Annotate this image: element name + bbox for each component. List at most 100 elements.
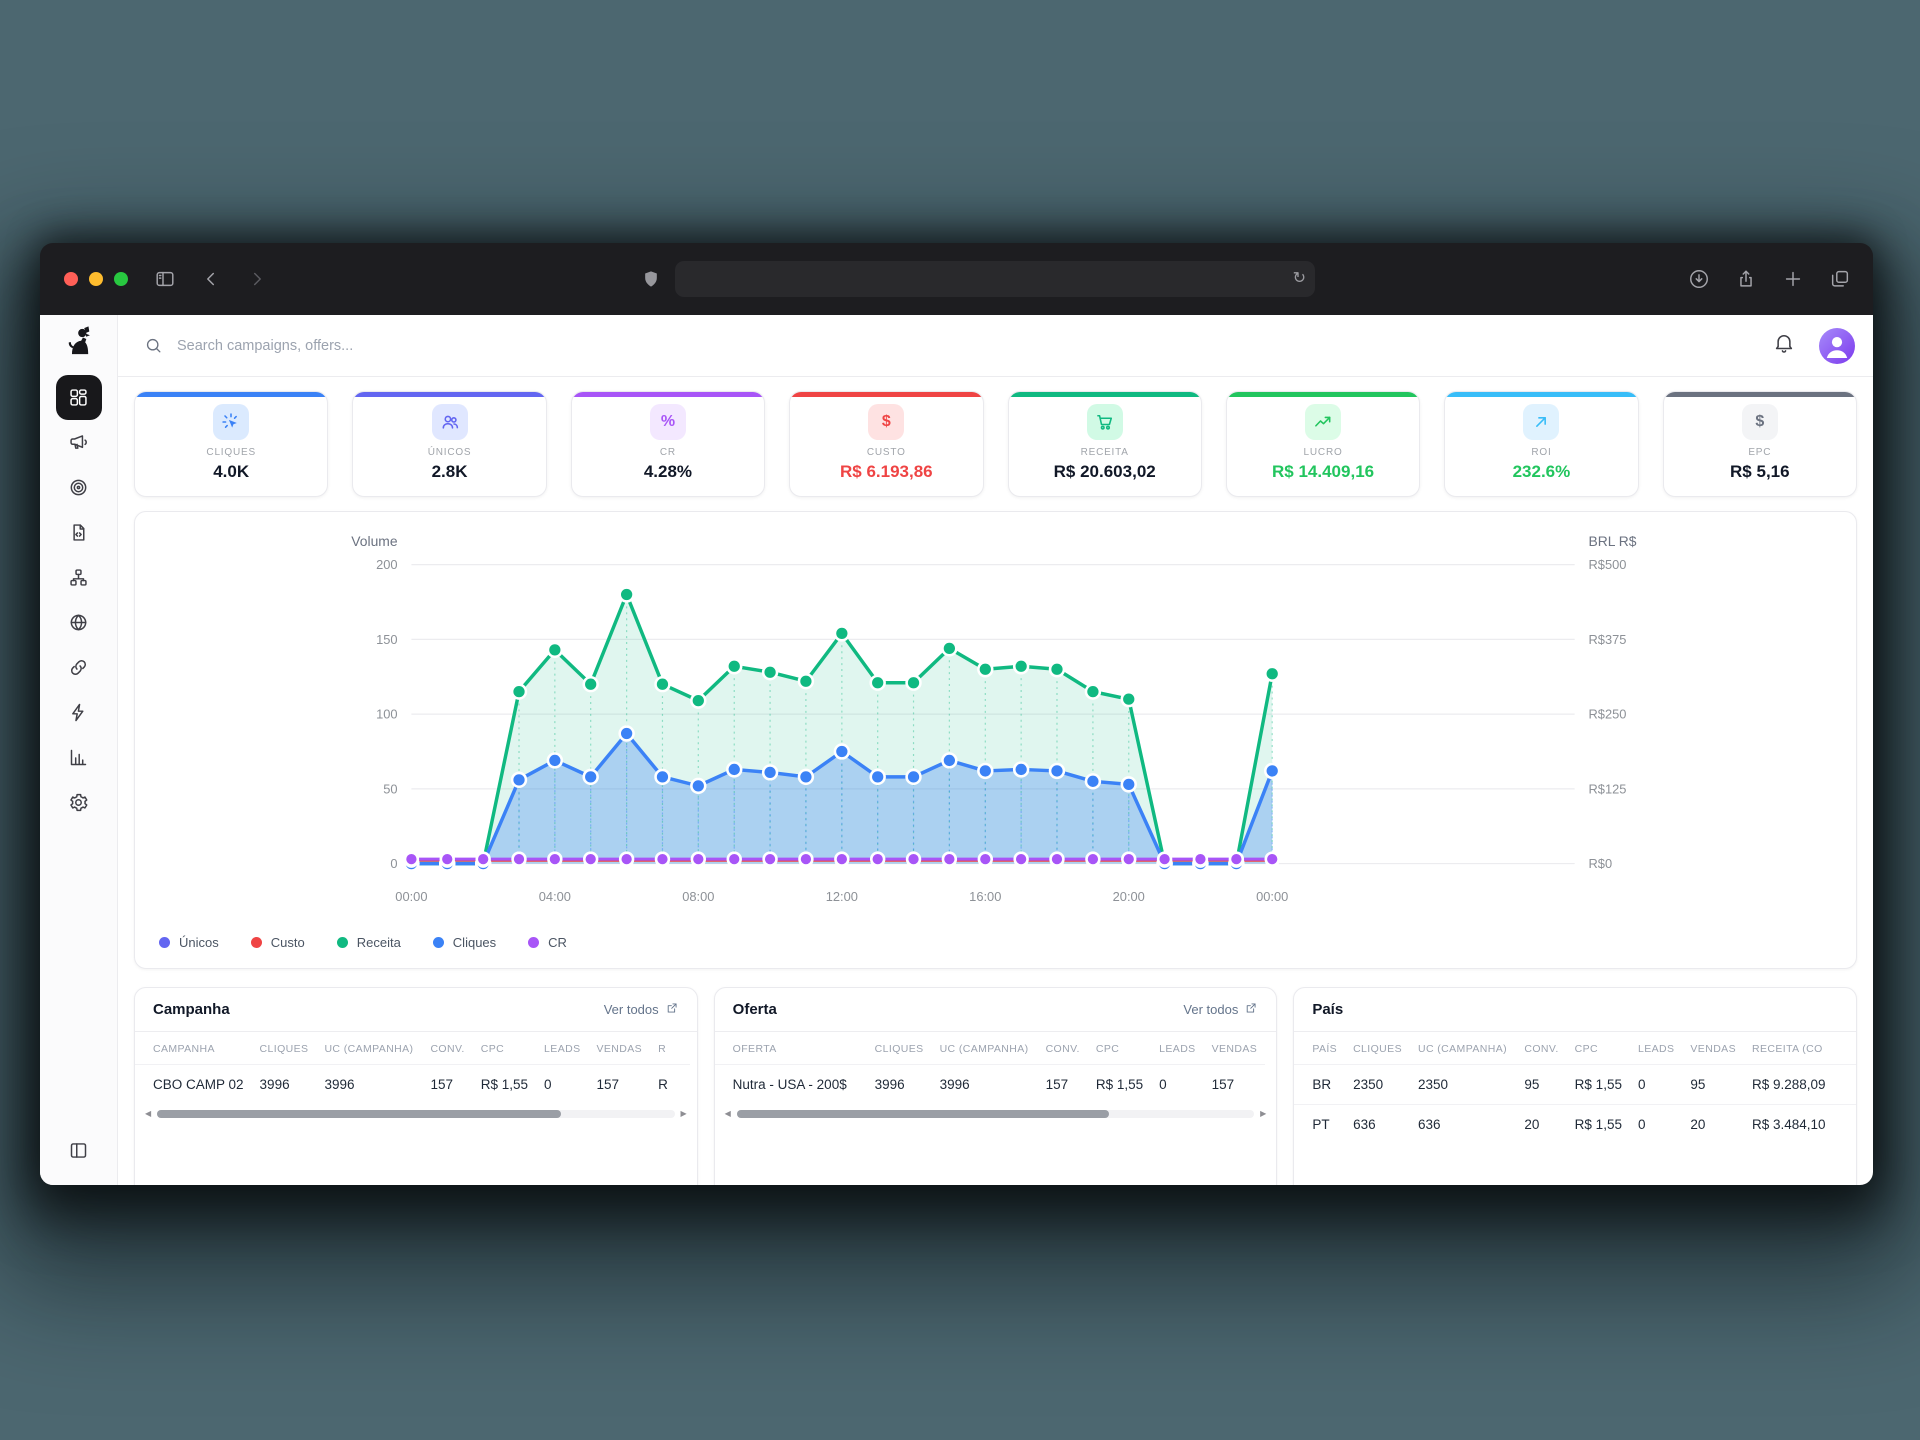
column-header: CONV.	[430, 1043, 465, 1055]
scrollbar-track[interactable]	[157, 1110, 675, 1118]
kpi-label: LUCRO	[1303, 447, 1343, 458]
kpi-card-cliques: CLIQUES 4.0K	[134, 391, 329, 497]
svg-text:150: 150	[376, 632, 397, 647]
chart-legend: Únicos Custo Receita Cliques CR	[155, 927, 1836, 960]
table-cell: 3996	[866, 1064, 932, 1104]
kpi-label: EPC	[1748, 447, 1772, 458]
column-header: CONV.	[1524, 1043, 1559, 1055]
table-cell: 3996	[251, 1064, 317, 1104]
kpi-accent-bar	[1008, 392, 1201, 397]
tab-overview-icon[interactable]	[1829, 268, 1851, 290]
scrollbar-track[interactable]	[736, 1110, 1255, 1118]
kpi-label: RECEITA	[1080, 447, 1129, 458]
svg-text:0: 0	[390, 856, 397, 871]
scroll-right-arrow[interactable]: ▶	[1260, 1109, 1267, 1118]
kpi-value: 2.8K	[431, 462, 468, 481]
forward-button[interactable]	[246, 268, 268, 290]
zoom-button[interactable]	[114, 272, 128, 286]
table-row[interactable]: BR 2350 2350 95 R$ 1,55 0 95 R$ 9.288,09	[1294, 1064, 1856, 1105]
new-tab-icon[interactable]	[1782, 268, 1804, 290]
sidebar-item-campaigns[interactable]	[56, 420, 102, 465]
column-header: CLIQUES	[259, 1043, 309, 1055]
legend-item-cr[interactable]: CR	[528, 935, 567, 950]
reload-icon[interactable]: ↻	[1292, 270, 1306, 287]
table-cell: 3996	[931, 1064, 1038, 1104]
table-row[interactable]: Nutra - USA - 200$ 3996 3996 157 R$ 1,55 0 157	[714, 1064, 1266, 1104]
address-bar[interactable]: ↻	[675, 261, 1315, 297]
sidebar-item-automations[interactable]	[56, 690, 102, 735]
minimize-button[interactable]	[89, 272, 103, 286]
scrollbar-thumb[interactable]	[736, 1110, 1110, 1118]
notifications-bell-icon[interactable]	[1773, 332, 1795, 359]
column-header: VENDAS	[1211, 1043, 1258, 1055]
user-avatar[interactable]	[1819, 327, 1855, 364]
sidebar-nav	[55, 375, 102, 825]
sidebar-item-targets[interactable]	[56, 465, 102, 510]
kpi-value: R$ 6.193,86	[839, 462, 933, 481]
sidebar-item-flows[interactable]	[56, 555, 102, 600]
legend-label: CR	[548, 935, 567, 950]
legend-label: Cliques	[452, 935, 497, 950]
kpi-card-unicos: ÚNICOS 2.8K	[352, 391, 547, 497]
search-box[interactable]	[144, 336, 1773, 355]
scrollbar-thumb[interactable]	[157, 1110, 561, 1118]
kpi-value: 4.0K	[213, 462, 250, 481]
kpi-accent-bar	[1663, 392, 1856, 397]
sidebar-toggle-icon[interactable]	[154, 268, 176, 290]
legend-item-receita[interactable]: Receita	[336, 935, 401, 950]
ver-todos-link[interactable]: Ver todos	[1183, 1001, 1258, 1018]
close-button[interactable]	[64, 272, 78, 286]
column-header: R	[658, 1043, 667, 1055]
collapse-sidebar-icon[interactable]	[56, 1127, 102, 1173]
back-button[interactable]	[200, 268, 222, 290]
legend-item-custo[interactable]: Custo	[250, 935, 305, 950]
kpi-card-roi: ROI 232.6%	[1444, 391, 1639, 497]
ver-todos-link[interactable]: Ver todos	[604, 1001, 679, 1018]
scroll-left-arrow[interactable]: ◀	[145, 1109, 152, 1118]
dollar-icon: $	[881, 413, 891, 430]
scroll-left-arrow[interactable]: ◀	[724, 1109, 731, 1118]
svg-text:R$375: R$375	[1589, 632, 1627, 647]
users-icon	[431, 404, 468, 440]
scroll-right-arrow[interactable]: ▶	[680, 1109, 687, 1118]
sidebar-item-settings[interactable]	[56, 780, 102, 825]
table-cell: 0	[1629, 1064, 1683, 1105]
percent-icon: %	[649, 404, 686, 440]
legend-item-unicos[interactable]: Únicos	[159, 935, 219, 950]
logo-dog-icon[interactable]	[63, 325, 95, 357]
sidebar-item-offer-pages[interactable]	[56, 510, 102, 555]
column-header: PAÍS	[1312, 1043, 1338, 1055]
legend-label: Únicos	[179, 935, 219, 950]
column-header: LEADS	[1637, 1043, 1675, 1055]
table-card-campanha: Campanha Ver todos CAMPANHA CLIQUES UC (CAMP…	[134, 987, 698, 1185]
share-icon[interactable]	[1735, 268, 1757, 290]
legend-item-cliques[interactable]: Cliques	[432, 935, 497, 950]
sidebar-item-dashboard[interactable]	[55, 375, 102, 420]
table-row[interactable]: CBO CAMP 02 3996 3996 157 R$ 1,55 0 157 R	[135, 1064, 691, 1104]
browser-chrome: ↻	[40, 243, 1873, 315]
table-row[interactable]: PT 636 636 20 R$ 1,55 0 20 R$ 3.484,10	[1294, 1104, 1856, 1144]
table-cell: 0	[1151, 1064, 1204, 1104]
sidebar-item-reports[interactable]	[56, 735, 102, 780]
shield-icon[interactable]	[641, 269, 661, 289]
downloads-icon[interactable]	[1688, 268, 1710, 290]
kpi-value: 4.28%	[643, 462, 693, 481]
kpi-value: R$ 5,16	[1730, 462, 1790, 481]
column-header: UC (CAMPANHA)	[324, 1043, 414, 1055]
column-header: CLIQUES	[1353, 1043, 1402, 1055]
address-input[interactable]	[675, 271, 1315, 287]
svg-text:12:00: 12:00	[826, 889, 858, 904]
sidebar-item-domains[interactable]	[56, 600, 102, 645]
traffic-chart: 0 R$0 50 R$125 100 R$250 150 R$375 200 R$500 Volum…	[155, 526, 1836, 927]
external-link-icon	[1244, 1001, 1258, 1018]
table-cell: R$ 9.288,09	[1744, 1064, 1856, 1105]
main-area: CLIQUES 4.0K ÚNICOS 2.8K% CR 4.28% $ CUSTO R$ 6.…	[118, 315, 1873, 1185]
svg-text:04:00: 04:00	[539, 889, 571, 904]
table-cell: 20	[1682, 1104, 1744, 1144]
table-cell: 3996	[316, 1064, 423, 1104]
search-input[interactable]	[175, 336, 595, 355]
arrow-up-right-icon	[1523, 404, 1560, 440]
sidebar-item-links[interactable]	[56, 645, 102, 690]
table-cell: R$ 1,55	[1566, 1064, 1630, 1105]
legend-label: Receita	[356, 935, 401, 950]
